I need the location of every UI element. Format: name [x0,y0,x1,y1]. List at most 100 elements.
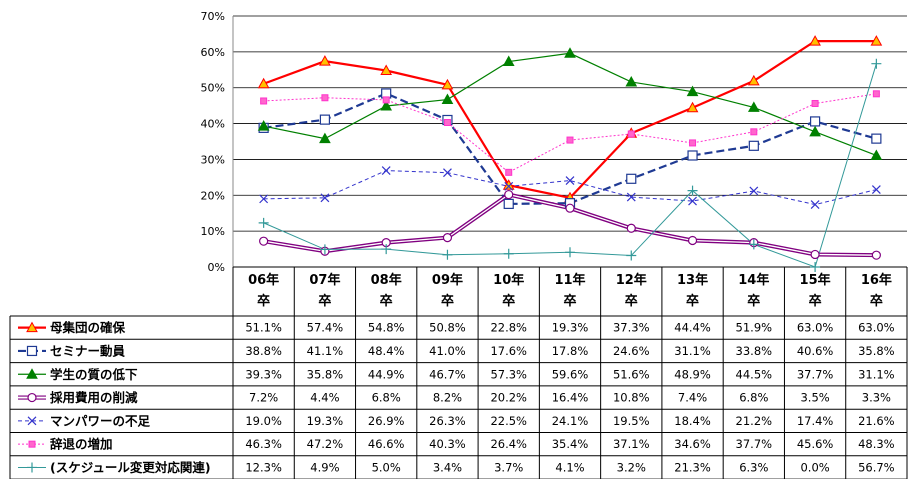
data-point [686,85,699,97]
category-label-suffix: 卒 [380,293,393,309]
data-point [442,249,453,260]
category-label-suffix: 卒 [809,293,822,309]
data-point [687,150,698,161]
data-point [319,244,330,255]
table-cell-value: 37.3% [613,321,650,335]
y-tick-label: 0% [208,261,225,274]
table-cell-value: 44.5% [736,367,773,381]
category-label: 11年 [554,272,585,288]
data-point [565,247,575,258]
data-point [564,47,576,58]
data-point [750,128,758,136]
data-point [565,176,575,186]
table-cell-value: 17.6% [490,344,527,358]
data-point [382,96,390,104]
series-name: 学生の質の低下 [50,367,138,382]
table-cell-value: 7.2% [249,391,278,405]
data-point [810,200,820,210]
data-point [747,74,760,86]
data-point [321,94,329,102]
category-label: 15年 [800,272,831,288]
table-cell-value: 35.8% [858,344,895,358]
legend-key-marker [26,368,38,379]
table-cell-value: 31.1% [674,344,711,358]
series-line [263,170,877,206]
category-label: 07年 [309,272,340,288]
data-point [872,90,880,98]
table-cell-value: 47.2% [307,437,344,451]
data-point [809,35,821,46]
table-cell-value: 21.3% [674,460,711,474]
table-cell-value: 22.8% [490,321,527,335]
data-point [626,223,636,233]
data-point [687,235,698,246]
table-cell-value: 4.4% [310,391,339,405]
category-label: 13年 [677,272,708,288]
table-cell-value: 48.4% [368,344,405,358]
data-point [871,133,882,144]
table-cell-value: 33.8% [736,344,773,358]
data-point [504,189,514,200]
data-point [871,185,881,194]
data-point [260,97,268,105]
data-point [686,101,699,113]
data-point [319,55,331,66]
table-cell-value: 8.2% [433,391,462,405]
table-cell-value: 20.2% [490,391,527,405]
table-cell-value: 31.1% [858,367,895,381]
table-cell-value: 63.0% [797,321,834,335]
table-cell-value: 35.4% [552,437,589,451]
category-label-suffix: 卒 [257,293,270,309]
y-tick-label: 40% [201,118,225,131]
data-point [502,179,515,190]
data-point [565,203,575,213]
table-cell-value: 46.7% [429,367,466,381]
data-point [810,262,821,272]
data-point [747,101,760,112]
data-point [748,140,759,151]
table-cell-value: 19.3% [552,321,589,335]
table-cell-value: 0.0% [800,460,829,474]
y-axis: 0% 10% 20% 30% 40% 50% 60% 70% [201,10,234,274]
table-cell-value: 5.0% [372,460,401,474]
series-name: (スケジュール変更対応関連) [50,460,211,475]
data-point [443,168,452,178]
category-label: 09年 [432,272,463,288]
series-line [263,92,877,205]
data-point [502,55,515,67]
series-line [263,93,877,173]
table-cell-value: 56.7% [858,460,895,474]
table-cell-value: 40.3% [429,437,466,451]
data-point [257,120,270,131]
series-name: セミナー動員 [50,343,126,358]
data-point [566,136,574,144]
y-tick-label: 10% [201,225,225,238]
table-cell-value: 51.1% [245,321,282,335]
table-cell-value: 40.6% [797,344,834,358]
category-label: 10年 [493,272,524,288]
y-tick-label: 50% [201,82,225,95]
data-point [320,193,330,203]
data-point [689,139,697,147]
category-label: 16年 [861,272,892,288]
category-label: 06年 [248,272,279,288]
series-line [263,63,877,268]
data-point [441,78,454,90]
data-point [870,149,883,160]
table-cell-value: 7.4% [678,391,707,405]
table-cell-value: 39.3% [245,367,282,381]
table-cell-value: 63.0% [858,321,895,335]
table-cell-value: 50.8% [429,321,466,335]
table-cell-value: 26.4% [490,437,527,451]
data-point [380,99,393,111]
data-point [504,181,514,191]
table-cell-value: 12.3% [245,460,282,474]
table-cell-value: 10.8% [613,391,650,405]
table-cell-value: 41.1% [307,344,344,358]
category-label: 08年 [371,272,402,288]
table-cell-value: 41.0% [429,344,466,358]
table-cell-value: 3.2% [617,460,646,474]
data-point [871,58,882,69]
